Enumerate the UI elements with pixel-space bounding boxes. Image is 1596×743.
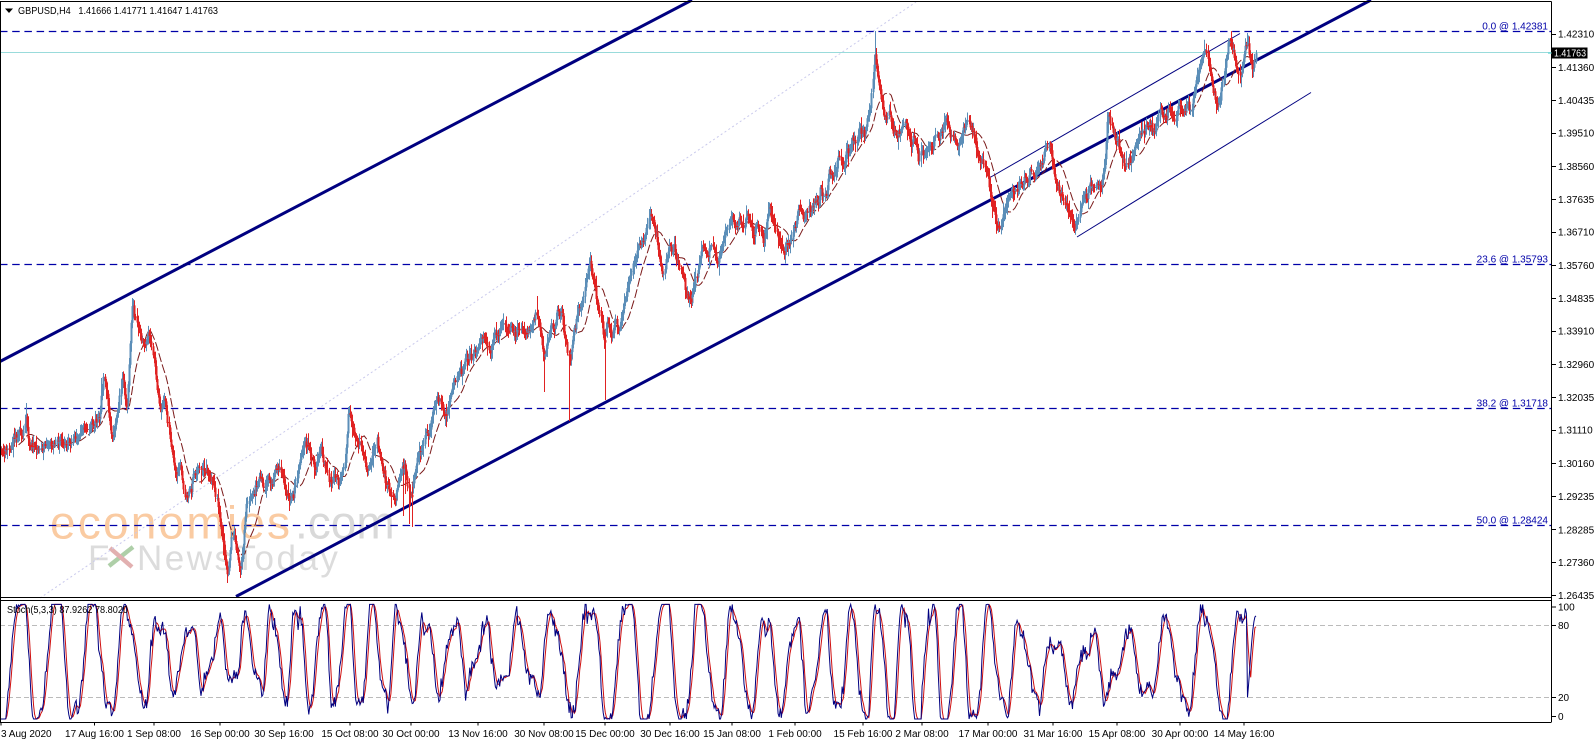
svg-text:1.28285: 1.28285 <box>1558 525 1595 536</box>
svg-text:1.33910: 1.33910 <box>1558 327 1595 338</box>
svg-text:1.34835: 1.34835 <box>1558 294 1595 305</box>
svg-text:38.2 @ 1.31718: 38.2 @ 1.31718 <box>1477 399 1549 410</box>
svg-text:1.38560: 1.38560 <box>1558 162 1595 173</box>
svg-text:GBPUSD,H4 1.41666 1.41771 1.: GBPUSD,H4 1.41666 1.41771 1.41647 1.4176… <box>18 6 218 17</box>
svg-text:Stoch(5,3,3) 87.9262 78.8020: Stoch(5,3,3) 87.9262 78.8020 <box>7 605 128 616</box>
svg-text:30 Nov 08:00: 30 Nov 08:00 <box>514 729 574 740</box>
svg-text:100: 100 <box>1558 603 1575 614</box>
svg-text:1.36710: 1.36710 <box>1558 228 1595 239</box>
svg-text:F: F <box>88 539 112 578</box>
svg-text:1.37635: 1.37635 <box>1558 195 1595 206</box>
svg-text:15 Dec 00:00: 15 Dec 00:00 <box>575 729 635 740</box>
svg-text:1 Feb 00:00: 1 Feb 00:00 <box>768 729 822 740</box>
svg-text:30 Oct 00:00: 30 Oct 00:00 <box>382 729 440 740</box>
svg-text:13 Nov 16:00: 13 Nov 16:00 <box>448 729 508 740</box>
svg-text:1.39510: 1.39510 <box>1558 129 1595 140</box>
svg-text:3 Aug 2020: 3 Aug 2020 <box>1 729 52 740</box>
svg-text:1.41360: 1.41360 <box>1558 63 1595 74</box>
svg-text:17 Mar 00:00: 17 Mar 00:00 <box>959 729 1018 740</box>
svg-text:1.26435: 1.26435 <box>1558 591 1595 602</box>
svg-text:15 Feb 16:00: 15 Feb 16:00 <box>834 729 893 740</box>
svg-text:1.32960: 1.32960 <box>1558 360 1595 371</box>
svg-text:30 Apr 00:00: 30 Apr 00:00 <box>1152 729 1209 740</box>
svg-text:0: 0 <box>1558 712 1564 723</box>
svg-text:1.35760: 1.35760 <box>1558 261 1595 272</box>
svg-text:14 May 16:00: 14 May 16:00 <box>1214 729 1275 740</box>
svg-text:20: 20 <box>1558 693 1570 704</box>
svg-text:1.30160: 1.30160 <box>1558 459 1595 470</box>
svg-text:1.40435: 1.40435 <box>1558 96 1595 107</box>
svg-text:31 Mar 16:00: 31 Mar 16:00 <box>1024 729 1083 740</box>
svg-text:1.42310: 1.42310 <box>1558 30 1595 41</box>
svg-text:23.6 @ 1.35793: 23.6 @ 1.35793 <box>1477 255 1549 266</box>
svg-text:1.29235: 1.29235 <box>1558 492 1595 503</box>
svg-text:30 Dec 16:00: 30 Dec 16:00 <box>640 729 700 740</box>
svg-text:15 Apr 08:00: 15 Apr 08:00 <box>1089 729 1146 740</box>
svg-text:50.0 @ 1.28424: 50.0 @ 1.28424 <box>1477 516 1549 527</box>
svg-text:1.41763: 1.41763 <box>1554 49 1586 60</box>
svg-text:16 Sep 00:00: 16 Sep 00:00 <box>190 729 250 740</box>
svg-text:30 Sep 16:00: 30 Sep 16:00 <box>254 729 314 740</box>
svg-text:15 Oct 08:00: 15 Oct 08:00 <box>321 729 379 740</box>
svg-text:0.0 @ 1.42381: 0.0 @ 1.42381 <box>1482 22 1548 33</box>
svg-text:1.31110: 1.31110 <box>1558 426 1593 437</box>
svg-text:17 Aug 16:00: 17 Aug 16:00 <box>65 729 124 740</box>
svg-text:1.27360: 1.27360 <box>1558 558 1595 569</box>
svg-text:80: 80 <box>1558 621 1570 632</box>
svg-text:2 Mar 08:00: 2 Mar 08:00 <box>895 729 949 740</box>
svg-text:1.32035: 1.32035 <box>1558 393 1595 404</box>
svg-text:15 Jan 08:00: 15 Jan 08:00 <box>703 729 761 740</box>
svg-text:1 Sep 08:00: 1 Sep 08:00 <box>127 729 181 740</box>
